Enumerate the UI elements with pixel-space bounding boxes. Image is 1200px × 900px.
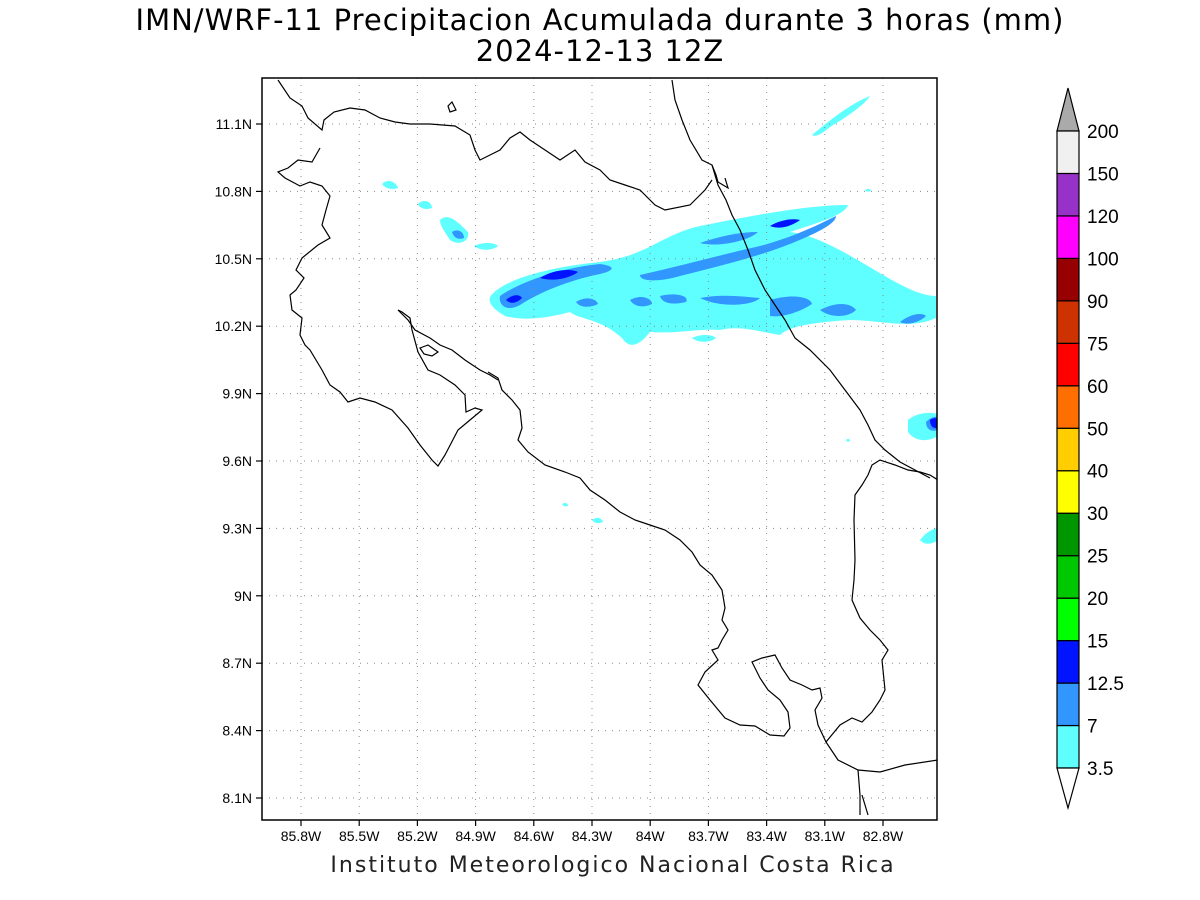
lon-tick-label: 83.1W: [805, 828, 846, 844]
lat-tick-label: 10.5N: [215, 251, 252, 267]
lat-tick-label: 10.8N: [215, 183, 252, 199]
lon-tick-label: 82.8W: [863, 828, 904, 844]
map-frame: [261, 77, 938, 821]
map-title: IMN/WRF-11 Precipitacion Acumulada duran…: [135, 3, 1065, 37]
axis-ticks: 85.8W 85.5W 85.2W 84.9W 84.6W 84.3W 84W 83.7W 83…: [215, 116, 904, 844]
colorbar-swatch: [1056, 555, 1080, 599]
colorbar-swatch: [1056, 597, 1080, 642]
colorbar-swatch: [1056, 427, 1080, 472]
colorbar-level-label: 15: [1087, 632, 1108, 653]
colorbar-swatch: [1056, 257, 1080, 302]
precipitation-field: [382, 96, 937, 544]
colorbar-level-label: 20: [1087, 589, 1108, 610]
lat-tick-label: 8.4N: [222, 723, 252, 739]
colorbar-swatch: [1056, 342, 1080, 387]
lat-tick-label: 10.2N: [215, 318, 252, 334]
lon-tick-label: 85.5W: [339, 828, 380, 844]
lat-tick-label: 8.1N: [222, 790, 252, 806]
colorbar-level-label: 25: [1087, 547, 1108, 568]
precip-moderate-areas: [452, 216, 937, 431]
lon-tick-label: 84.9W: [455, 828, 496, 844]
lon-tick-label: 84.6W: [514, 828, 555, 844]
footer-credit: Instituto Meteorologico Nacional Costa R…: [330, 853, 896, 878]
lat-tick-label: 8.7N: [222, 655, 252, 671]
colorbar-swatch: [1056, 724, 1080, 769]
lon-tick-label: 85.8W: [281, 828, 322, 844]
colorbar-level-label: 7: [1087, 717, 1098, 738]
colorbar-level-label: 50: [1087, 419, 1108, 440]
colorbar-level-label: 30: [1087, 504, 1108, 525]
lat-tick-label: 9.6N: [222, 453, 252, 469]
colorbar-swatch: [1056, 512, 1080, 557]
lon-tick-label: 85.2W: [397, 828, 438, 844]
lat-tick-label: 9N: [234, 588, 252, 604]
colorbar-swatch: [1056, 215, 1080, 260]
colorbar-swatch: [1056, 385, 1080, 429]
lon-tick-label: 84W: [636, 828, 666, 844]
colorbar-level-label: 75: [1087, 334, 1108, 355]
precip-heavy-areas: [506, 219, 937, 429]
colorbar-low-cap: [1056, 767, 1080, 811]
lat-tick-label: 9.3N: [222, 520, 252, 536]
colorbar-level-label: 90: [1087, 292, 1108, 313]
colorbar: 3.5 7 12.5 15 20 25 30 40 50 60 75 90 100 120 150 200: [1056, 87, 1124, 811]
precip-light-areas: [382, 96, 937, 544]
colorbar-swatch: [1056, 172, 1080, 217]
colorbar-level-label: 100: [1087, 249, 1119, 270]
lon-tick-label: 83.4W: [746, 828, 787, 844]
lat-tick-label: 11.1N: [216, 116, 252, 132]
colorbar-swatch: [1056, 130, 1080, 175]
colorbar-level-label: 200: [1087, 122, 1119, 143]
map-gridlines: [262, 78, 937, 820]
colorbar-level-label: 150: [1087, 164, 1119, 185]
colorbar-level-label: 12.5: [1087, 674, 1124, 695]
colorbar-swatch: [1056, 470, 1080, 514]
lon-tick-label: 84.3W: [572, 828, 613, 844]
colorbar-level-label: 60: [1087, 377, 1108, 398]
colorbar-swatch: [1056, 300, 1080, 344]
colorbar-level-label: 120: [1087, 207, 1119, 228]
colorbar-level-label: 40: [1087, 462, 1108, 483]
coastlines-borders: [276, 79, 937, 816]
colorbar-high-cap: [1056, 87, 1080, 132]
lat-tick-label: 9.9N: [222, 386, 252, 402]
colorbar-swatch: [1056, 682, 1080, 727]
colorbar-level-label: 3.5: [1087, 759, 1113, 780]
colorbar-swatch: [1056, 639, 1080, 684]
lon-tick-label: 83.7W: [688, 828, 729, 844]
map-datetime: 2024-12-13 12Z: [475, 34, 725, 68]
